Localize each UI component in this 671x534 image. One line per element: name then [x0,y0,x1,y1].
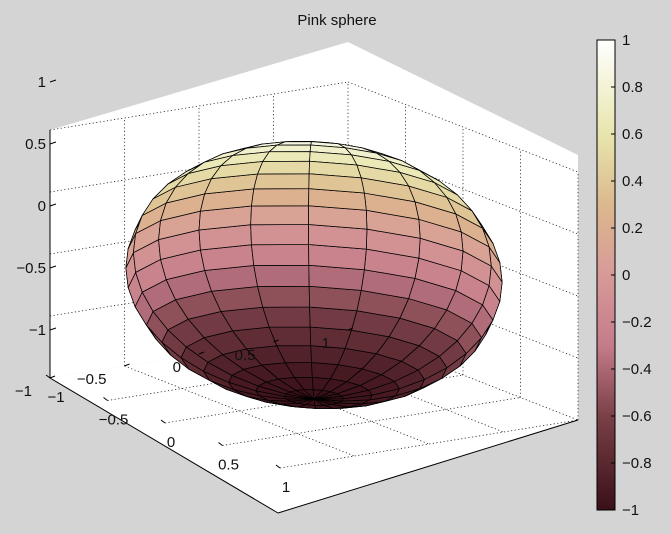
z-tick [49,141,57,145]
surface-patch [268,144,312,153]
x-tick-label: 0.5 [218,457,239,474]
y-tick [347,327,354,331]
colorbar-tick-label: 1 [622,32,630,49]
grid-line [347,143,579,235]
y-tick [273,339,279,343]
x-tick [45,374,51,379]
y-tick [124,363,130,367]
y-tick [49,375,56,379]
surface-patch [262,306,311,328]
x-tick-label: −1 [47,389,64,406]
z-tick [49,265,57,269]
z-tick-label: −0.5 [16,260,46,277]
grid-line [347,329,579,421]
x-tick-label: 1 [282,479,290,496]
z-tick-label: 0 [38,198,46,215]
y-axis-line [49,377,279,514]
x-axis-line [277,419,579,514]
colorbar-tick-label: −0.4 [622,361,652,378]
grid-line [347,81,579,173]
z-tick [49,79,57,83]
colorbar-tick-label: −0.2 [622,314,652,331]
surface-patch [262,151,311,162]
colorbar-tick-label: 0.4 [622,173,643,190]
colorbar-ticks: 1 0.8 0.6 0.4 0.2 0 −0.2 −0.4 −0.6 −0.8 −1 [611,32,652,519]
colorbar-tick-label: −0.6 [622,408,652,425]
y-tick-label: 0.5 [235,347,256,364]
surface-patch [257,285,310,308]
z-tick-label: 0.5 [25,136,46,153]
surface-patch [268,326,312,347]
colorbar-tick-label: −1 [622,502,639,519]
colorbar-tick-label: 0.2 [622,220,643,237]
surface-patch [308,173,365,194]
z-tick [49,327,57,331]
y-tick [198,351,205,355]
surface-patch [253,173,310,190]
x-tick [218,442,223,446]
surface-patch [250,205,309,226]
x-tick-label: −0.5 [99,412,129,429]
axes-frame [49,130,579,514]
surface-patch [251,244,310,266]
surface-patch [253,264,310,287]
z-tick [49,203,57,207]
surface-patch [250,224,309,246]
tick-labels: −1 −0.5 0 0.5 1 −1 −0.5 0 0.5 1 −1 −0.5 0 0.5 1 [15,74,354,496]
x-tick-label: 0 [167,434,175,451]
surface-patch [251,188,310,207]
z-tick-label: 1 [38,74,46,91]
surface-patch [309,326,352,349]
x-tick [160,419,166,424]
y-tick-label: −1 [15,383,32,400]
sphere-surface [125,141,503,409]
grid-line [124,365,355,457]
surface-patch [257,160,310,175]
y-tick-label: 1 [322,335,330,352]
colorbar-tick-label: 0 [622,267,630,284]
x-tick [103,397,108,401]
colorbar-tick-label: −0.8 [622,455,652,472]
y-tick-label: −0.5 [77,371,107,388]
y-tick-label: 0 [173,359,181,376]
chart-title: Pink sphere [297,12,376,29]
x-tick [275,464,281,469]
colorbar-tick-label: 0.8 [622,79,643,96]
z-tick-label: −1 [29,322,46,339]
colorbar-tick-label: 0.6 [622,126,643,143]
